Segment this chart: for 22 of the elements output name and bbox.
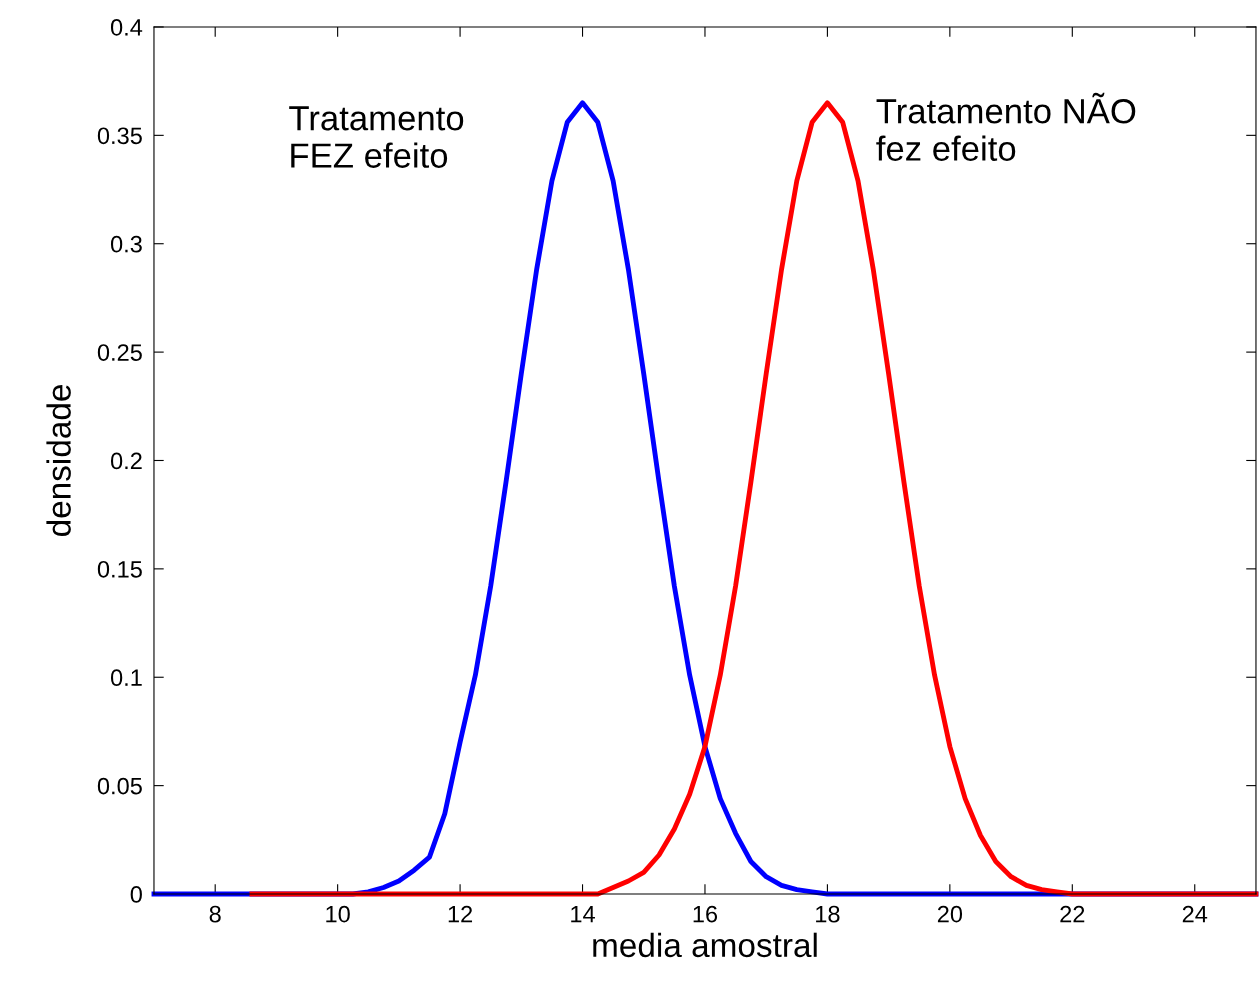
y-tick-label: 0.05 <box>97 777 142 795</box>
y-tick-label: 0 <box>130 886 142 903</box>
x-tick-label: 8 <box>209 905 221 923</box>
x-tick-label: 18 <box>816 905 840 923</box>
y-tick-label: 0.35 <box>97 127 142 145</box>
x-axis-title: media amostral <box>593 932 817 958</box>
y-tick-label: 0.3 <box>110 235 142 253</box>
x-tick-label: 16 <box>693 905 718 923</box>
x-tick-label: 20 <box>937 905 963 923</box>
x-tick-label: 12 <box>448 905 473 923</box>
x-tick-label: 10 <box>326 905 350 923</box>
y-axis-title: densidade <box>46 385 71 536</box>
annotation: Tratamento NÃO fez efeito <box>876 92 1136 161</box>
y-tick-label: 0.25 <box>97 344 142 361</box>
x-tick-label: 14 <box>571 905 595 923</box>
y-tick-label: 0.1 <box>110 669 142 687</box>
y-tick-label: 0.15 <box>97 560 142 578</box>
x-tick-label: 22 <box>1060 905 1085 923</box>
annotation: Tratamento FEZ efeito <box>289 106 464 168</box>
y-tick-label: 0.4 <box>110 19 143 36</box>
x-tick-label: 24 <box>1182 905 1208 923</box>
y-tick-label: 0.2 <box>110 452 142 470</box>
